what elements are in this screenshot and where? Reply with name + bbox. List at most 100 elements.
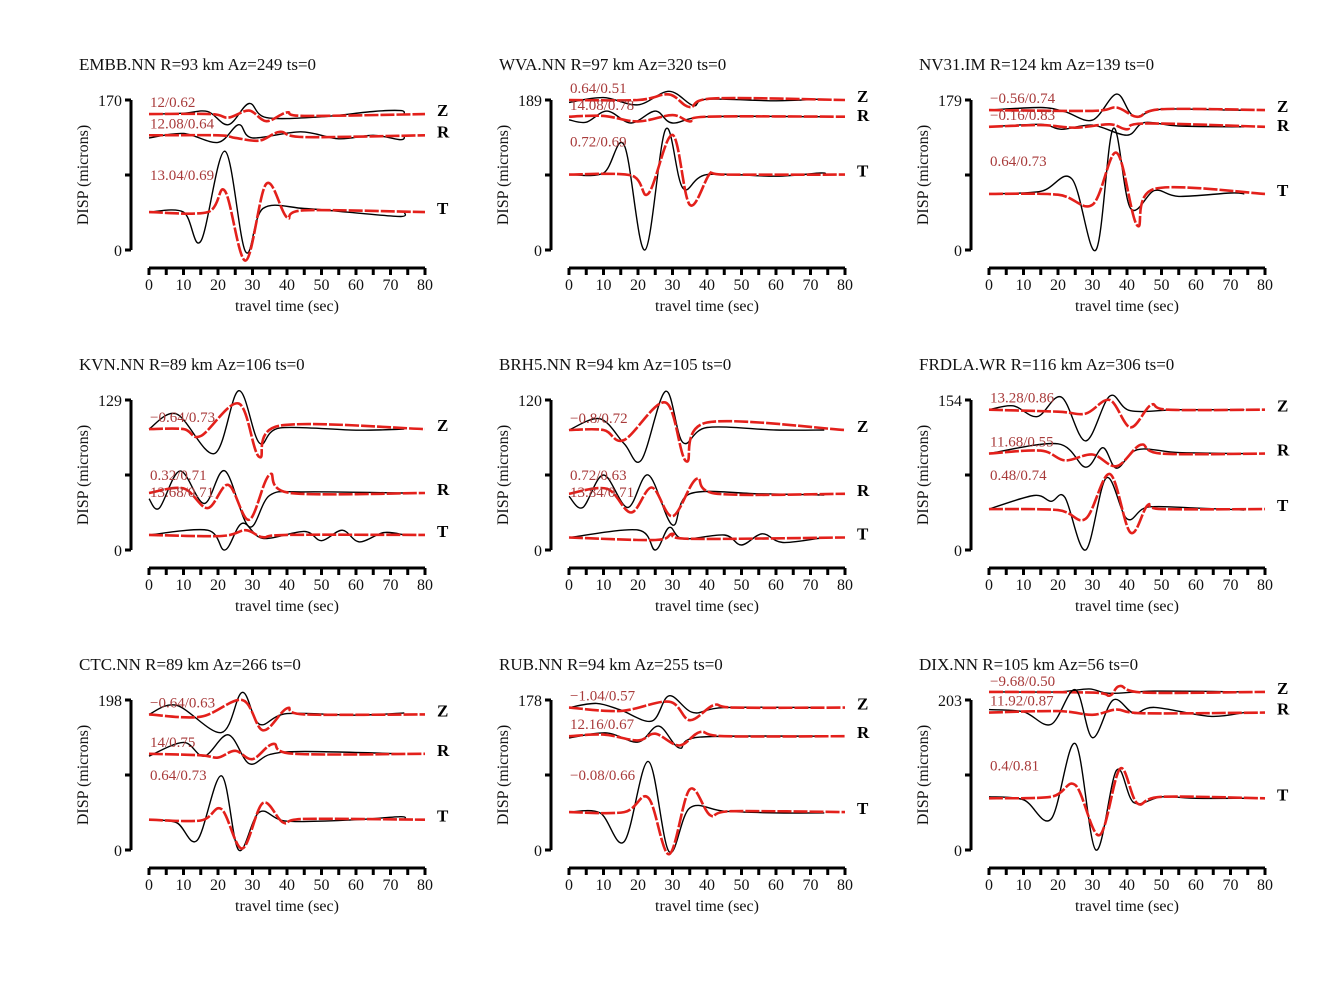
- observed-waveform-t: [148, 775, 407, 852]
- observed-waveform-t: [148, 150, 407, 254]
- x-tick-label: 20: [630, 577, 646, 594]
- time-shift-correlation-annotation: −1.04/0.57: [570, 689, 636, 705]
- y-axis-label: DISP (microns): [75, 725, 92, 825]
- synthetic-waveform-r: [148, 130, 426, 143]
- x-tick-label: 60: [1188, 277, 1204, 294]
- x-axis-label: travel time (sec): [655, 598, 759, 615]
- panel-5: BRH5.NN R=94 km Az=105 ts=0 120 0 DISP (mic…: [495, 355, 870, 615]
- trace-t: T 0.48/0.74: [988, 468, 1289, 551]
- observed-waveform-t: [148, 522, 405, 551]
- time-shift-correlation-annotation: −0.16/0.83: [990, 108, 1055, 124]
- x-tick-label: 30: [665, 877, 681, 894]
- trace-z: Z −0.64/0.63: [148, 691, 448, 734]
- y-axis-label: DISP (microns): [915, 725, 932, 825]
- trace-z: Z −0.8/0.72: [568, 390, 868, 463]
- x-tick-label: 50: [1154, 877, 1170, 894]
- x-tick-label: 80: [417, 577, 433, 594]
- synthetic-waveform-z: [568, 401, 846, 463]
- observed-waveform-t: [568, 760, 825, 854]
- x-tick-label: 60: [768, 877, 784, 894]
- panel-title: KVN.NN R=89 km Az=106 ts=0: [79, 355, 305, 374]
- synthetic-waveform-z: [148, 698, 426, 732]
- x-tick-label: 0: [145, 577, 153, 594]
- x-tick-label: 20: [210, 577, 226, 594]
- x-tick-label: 30: [1085, 877, 1101, 894]
- x-tick-label: 40: [1119, 577, 1135, 594]
- observed-waveform-r: [568, 474, 825, 526]
- synthetic-waveform-t: [148, 528, 426, 539]
- y-axis-label: DISP (microns): [915, 125, 932, 225]
- x-axis-label: travel time (sec): [1075, 598, 1179, 615]
- synthetic-waveform-t: [148, 801, 426, 850]
- x-tick-label: 20: [1050, 877, 1066, 894]
- synthetic-waveform-z: [568, 92, 846, 109]
- x-tick-label: 40: [1119, 877, 1135, 894]
- observed-waveform-z: [568, 390, 825, 463]
- y-axis-label: DISP (microns): [495, 125, 512, 225]
- synthetic-waveform-r: [568, 113, 846, 123]
- x-tick-label: 80: [1257, 877, 1273, 894]
- x-axis-label: travel time (sec): [655, 898, 759, 915]
- synthetic-waveform-r: [568, 476, 846, 518]
- x-tick-label: 60: [768, 577, 784, 594]
- trace-r: R 11.92/0.87: [988, 689, 1290, 739]
- x-tick-label: 50: [1154, 277, 1170, 294]
- synthetic-waveform-z: [148, 109, 426, 123]
- x-tick-label: 10: [596, 577, 612, 594]
- y-tick-label-bottom: 0: [114, 243, 122, 260]
- time-shift-correlation-annotation: −0.8/0.72: [570, 411, 628, 427]
- trace-r: R 14.08/0.78: [568, 98, 870, 125]
- x-tick-label: 50: [734, 877, 750, 894]
- component-label-z: Z: [1277, 97, 1288, 116]
- time-shift-correlation-annotation: 0.4/0.81: [990, 758, 1039, 774]
- x-tick-label: 10: [1016, 577, 1032, 594]
- y-tick-label-top: 189: [518, 93, 542, 110]
- y-tick-label-top: 203: [938, 693, 962, 710]
- x-tick-label: 80: [1257, 577, 1273, 594]
- panel-title: NV31.IM R=124 km Az=139 ts=0: [919, 55, 1154, 74]
- time-shift-correlation-annotation: 14/0.75: [150, 735, 195, 751]
- x-axis-label: travel time (sec): [1075, 898, 1179, 915]
- observed-waveform-r: [148, 470, 405, 528]
- observed-waveform-r: [988, 442, 1245, 469]
- x-tick-label: 70: [803, 877, 819, 894]
- panel-1: EMBB.NN R=93 km Az=249 ts=0 170 0 DISP (mic…: [75, 55, 450, 315]
- y-tick-label-bottom: 0: [954, 543, 962, 560]
- time-shift-correlation-annotation: 13.04/0.69: [150, 168, 214, 184]
- synthetic-waveform-z: [988, 398, 1266, 429]
- trace-r: R 13.68/0.71: [148, 470, 450, 528]
- synthetic-waveform-r: [988, 443, 1266, 468]
- trace-t: T 13.04/0.69: [148, 150, 449, 262]
- synthetic-waveform-r: [988, 122, 1266, 131]
- time-shift-correlation-annotation: 0.32/0.71: [150, 468, 207, 484]
- trace-t: T 0.72/0.69: [568, 127, 869, 251]
- x-tick-label: 0: [565, 277, 573, 294]
- y-axis-label: DISP (microns): [495, 725, 512, 825]
- y-tick-label-top: 179: [938, 93, 962, 110]
- panel-title: BRH5.NN R=94 km Az=105 ts=0: [499, 355, 731, 374]
- x-tick-label: 10: [1016, 877, 1032, 894]
- time-shift-correlation-annotation: −0.64/0.73: [150, 410, 215, 426]
- panel-title: FRDLA.WR R=116 km Az=306 ts=0: [919, 355, 1174, 374]
- synthetic-waveform-t: [988, 151, 1266, 228]
- x-tick-label: 0: [565, 877, 573, 894]
- x-tick-label: 60: [1188, 577, 1204, 594]
- trace-z: Z 13.28/0.86: [988, 391, 1288, 442]
- x-tick-label: 40: [279, 577, 295, 594]
- component-label-z: Z: [1277, 679, 1288, 698]
- panel-title: RUB.NN R=94 km Az=255 ts=0: [499, 655, 723, 674]
- time-shift-correlation-annotation: −0.08/0.66: [570, 768, 636, 784]
- x-axis-label: travel time (sec): [235, 298, 339, 315]
- y-tick-label-top: 198: [98, 693, 122, 710]
- y-tick-label-top: 178: [518, 693, 542, 710]
- x-tick-label: 30: [1085, 277, 1101, 294]
- y-tick-label-top: 129: [98, 393, 122, 410]
- x-tick-label: 10: [596, 877, 612, 894]
- synthetic-waveform-t: [568, 787, 846, 856]
- time-shift-correlation-annotation: 13.28/0.86: [990, 391, 1055, 407]
- x-tick-label: 60: [768, 277, 784, 294]
- x-tick-label: 0: [145, 277, 153, 294]
- time-shift-correlation-annotation: 12.08/0.64: [150, 116, 215, 132]
- component-label-z: Z: [437, 701, 448, 720]
